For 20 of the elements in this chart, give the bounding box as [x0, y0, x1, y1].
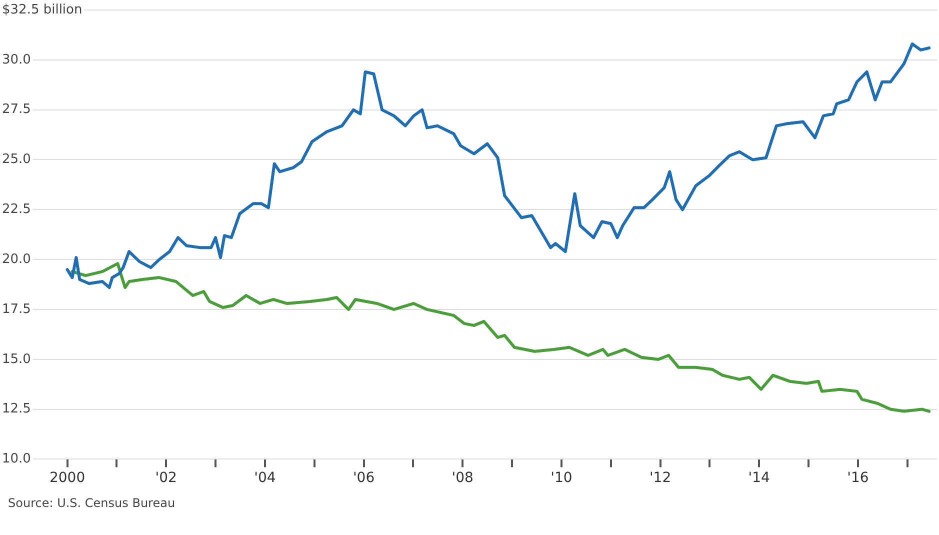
y-tick-label: 15.0: [2, 352, 31, 367]
x-tick-label: '12: [649, 470, 672, 486]
y-tick-label: 12.5: [2, 402, 31, 417]
x-tick-label: '14: [748, 470, 770, 486]
y-tick-label: 27.5: [2, 102, 31, 118]
y-tick-label: $32.5 billion: [2, 2, 82, 18]
x-tick-label: '02: [155, 470, 177, 486]
y-tick-label: 10.0: [2, 452, 31, 467]
y-tick-label: 20.0: [2, 252, 31, 267]
y-tick-label: 30.0: [2, 52, 31, 68]
x-tick-label: '08: [452, 470, 474, 486]
source-note: Source: U.S. Census Bureau: [8, 496, 176, 510]
y-tick-label: 22.5: [2, 202, 31, 218]
y-tick-label: 25.0: [2, 152, 31, 168]
x-tick-label: '06: [352, 470, 375, 486]
x-tick-label: '10: [550, 470, 572, 486]
x-tick-label: 2000: [49, 470, 86, 486]
y-tick-label: 17.5: [2, 302, 31, 317]
x-tick-label: '16: [847, 470, 869, 486]
x-tick-label: '04: [254, 470, 276, 486]
